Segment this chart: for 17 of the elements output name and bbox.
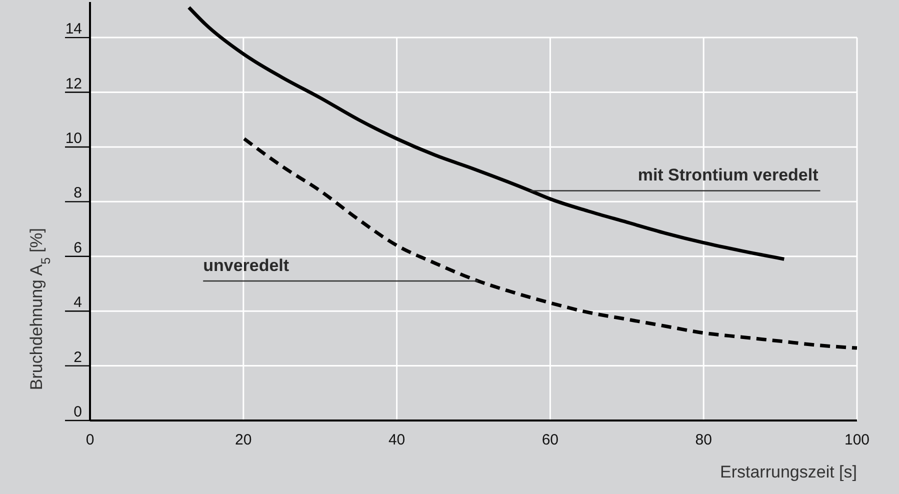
y-tick-label: 10 xyxy=(65,130,82,147)
x-tick-label: 20 xyxy=(235,432,252,448)
y-tick-label: 2 xyxy=(74,348,82,366)
x-axis-title: Erstarrungszeit [s] xyxy=(720,462,857,482)
x-tick-label: 60 xyxy=(542,432,559,448)
y-tick-label: 12 xyxy=(65,75,82,92)
x-tick-label: 40 xyxy=(388,432,406,448)
y-tick-label: 8 xyxy=(74,184,82,202)
y-tick-label: 0 xyxy=(74,404,82,420)
y-tick-label: 6 xyxy=(74,239,82,256)
annotation: mit Strontium veredelt xyxy=(638,166,819,185)
x-tick-label: 80 xyxy=(695,432,712,448)
annotation: unveredelt xyxy=(203,256,290,275)
x-tick-label: 100 xyxy=(844,432,870,448)
y-tick-label: 14 xyxy=(65,20,82,38)
y-tick-label: 4 xyxy=(74,294,82,312)
x-tick-label: 0 xyxy=(86,432,94,448)
